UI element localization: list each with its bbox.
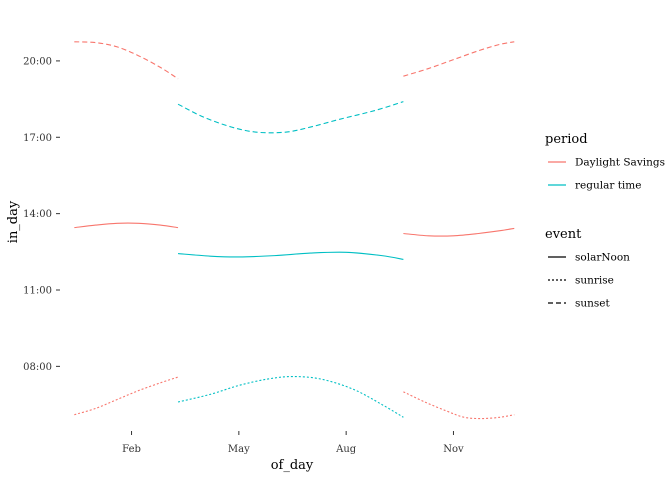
- series-line-sunset: [74, 41, 179, 80]
- series-line-sunrise: [177, 375, 404, 418]
- y-axis: 08:00 11:00 14:00 17:00 20:00: [23, 56, 60, 373]
- y-tick-label: 14:00: [23, 209, 52, 220]
- legend-label: solarNoon: [575, 252, 630, 264]
- x-tick-label: Feb: [122, 444, 141, 455]
- legend-label: sunset: [575, 298, 611, 310]
- y-tick-label: 11:00: [23, 286, 52, 297]
- plot-lines: [74, 41, 515, 420]
- legend-title: period: [545, 132, 588, 147]
- series-line-sunrise: [74, 376, 179, 416]
- x-tick-label: Nov: [443, 444, 464, 455]
- y-tick-label: 17:00: [23, 133, 52, 144]
- legend-label: regular time: [575, 180, 641, 192]
- x-axis-title: of_day: [271, 458, 314, 473]
- x-tick-label: May: [228, 444, 250, 455]
- series-line-sunset: [403, 41, 515, 77]
- series-line-solarNoon: [74, 222, 179, 229]
- y-tick-label: 08:00: [23, 362, 52, 373]
- x-tick-label: Aug: [335, 444, 357, 455]
- y-tick-label: 20:00: [23, 56, 52, 67]
- series-line-solarNoon: [177, 251, 404, 260]
- x-axis: Feb May Aug Nov: [122, 431, 464, 455]
- y-axis-title: in_day: [6, 200, 21, 243]
- series-line-sunrise: [403, 391, 515, 420]
- series-line-sunset: [177, 101, 404, 134]
- legend-label: Daylight Savings: [575, 157, 665, 169]
- series-line-solarNoon: [403, 227, 515, 237]
- legend: period Daylight Savings regular time event s…: [545, 132, 665, 310]
- legend-label: sunrise: [575, 275, 614, 287]
- legend-title: event: [545, 227, 582, 242]
